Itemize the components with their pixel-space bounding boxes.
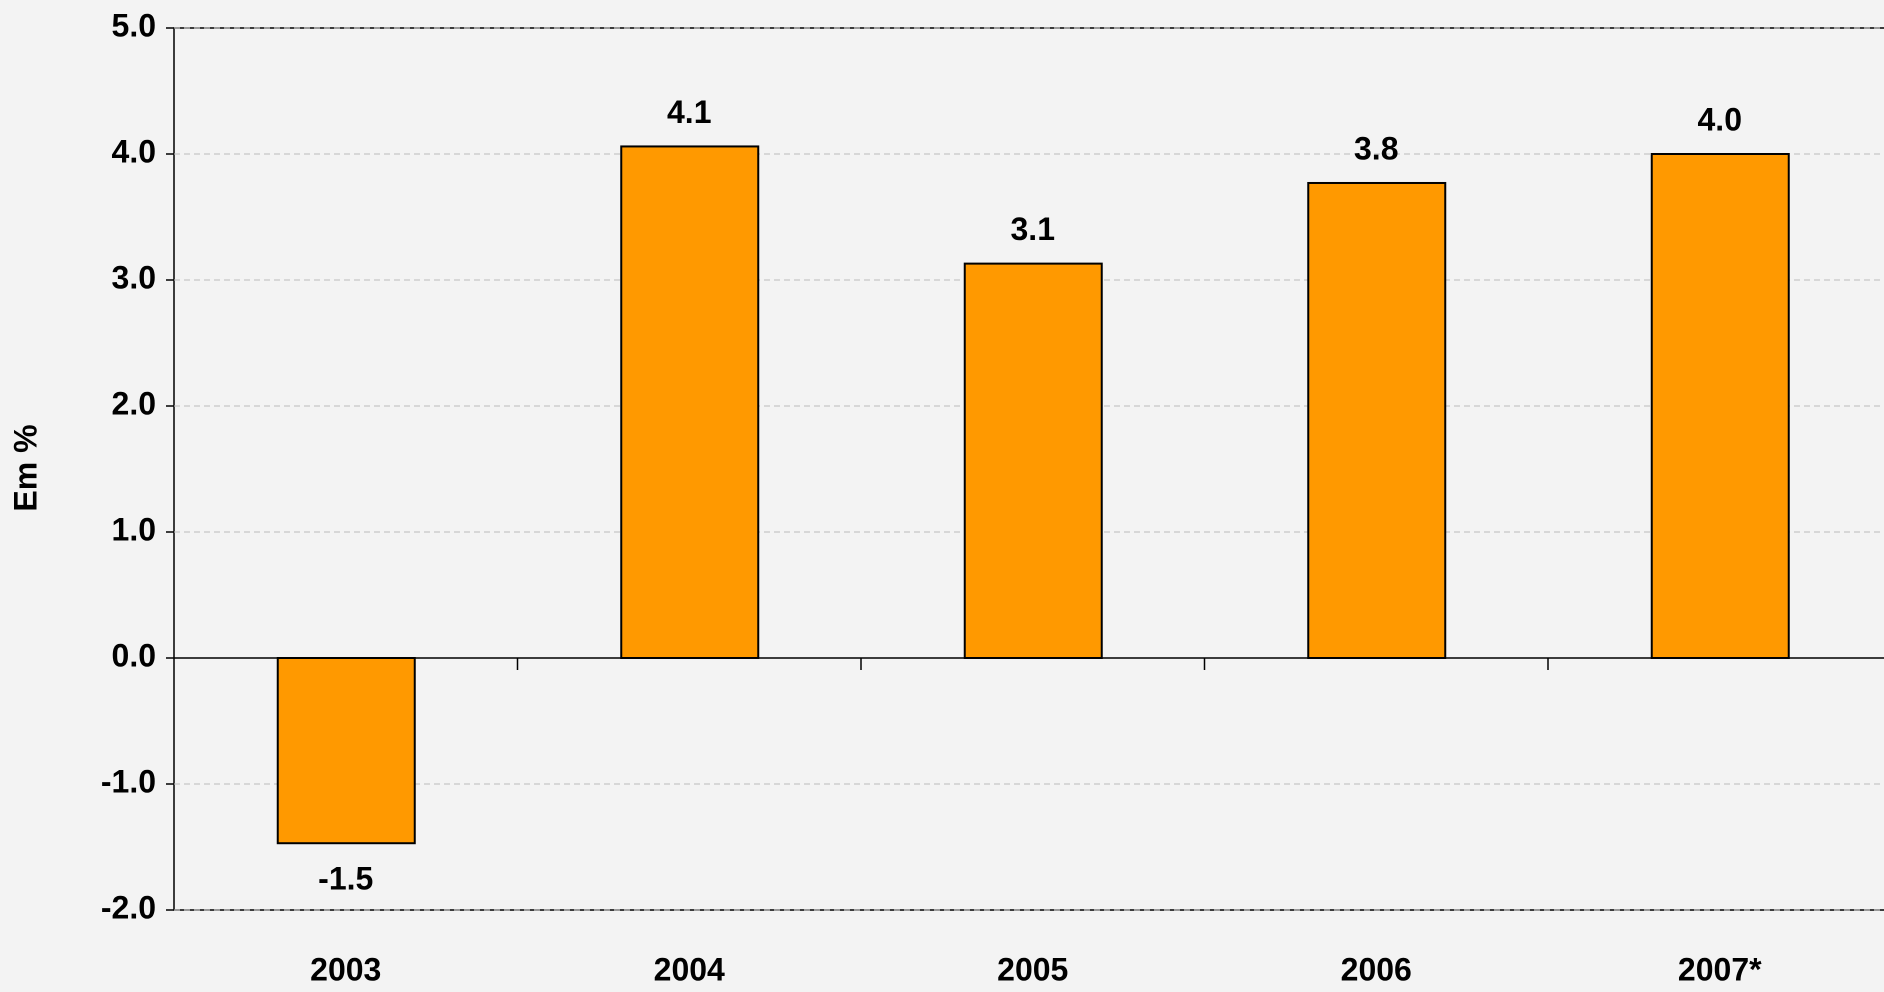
value-label: -1.5	[318, 861, 373, 897]
y-tick-label: 2.0	[112, 385, 156, 421]
x-tick-label: 2007*	[1678, 951, 1762, 987]
x-tick-label: 2004	[654, 951, 725, 987]
y-tick-label: 4.0	[112, 133, 156, 169]
value-label: 4.0	[1698, 101, 1742, 137]
value-label: 3.1	[1011, 211, 1055, 247]
y-tick-label: 0.0	[112, 637, 156, 673]
x-tick-label: 2003	[310, 951, 381, 987]
y-axis-label: Em %	[7, 424, 43, 511]
bar	[963, 262, 1103, 659]
bar	[276, 657, 416, 845]
value-label: 4.1	[667, 94, 711, 130]
y-tick-label: 1.0	[112, 511, 156, 547]
value-label: 3.8	[1354, 130, 1398, 166]
y-tick-label: 5.0	[112, 7, 156, 43]
y-tick-label: -1.0	[101, 763, 156, 799]
bar	[620, 145, 760, 659]
bar	[1307, 181, 1447, 659]
x-tick-label: 2006	[1341, 951, 1412, 987]
x-tick-label: 2005	[997, 951, 1068, 987]
y-tick-label: -2.0	[101, 889, 156, 925]
y-tick-label: 3.0	[112, 259, 156, 295]
bar	[1650, 153, 1790, 659]
